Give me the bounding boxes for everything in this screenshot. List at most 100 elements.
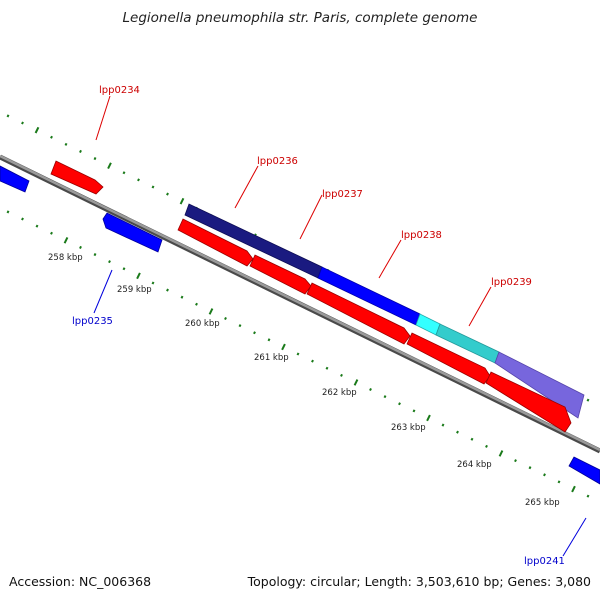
ruler-dot (21, 121, 24, 125)
ruler-dot (441, 423, 445, 427)
tick-label-261: 261 kbp (254, 353, 289, 363)
gene-label-lpp0236: lpp0236 (257, 156, 298, 167)
ruler-tick (179, 197, 185, 205)
leader-lpp0237 (299, 194, 323, 240)
ruler-dot (195, 302, 198, 306)
accession-text: Accession: NC_006368 (9, 574, 151, 589)
ruler-dot (253, 331, 256, 335)
tick-label-259: 259 kbp (117, 285, 152, 295)
gene-arrow-lpp0237 (249, 254, 312, 295)
operon-band (184, 203, 585, 419)
ruler-dot (93, 157, 97, 161)
ruler-dot (470, 437, 474, 441)
tick-label-265: 265 kbp (525, 498, 560, 508)
leader-lpp0234 (95, 95, 111, 141)
ruler-dot (398, 402, 401, 406)
ruler-dot (50, 135, 53, 139)
tick-label-263: 263 kbp (391, 423, 426, 433)
ruler-dot (166, 192, 169, 196)
gene-arrow-lpp0238 (306, 282, 411, 345)
lower-dotted-ruler (6, 210, 590, 498)
gene-labels: lpp0234 lpp0235 lpp0236 lpp0237 lpp0238 … (72, 85, 565, 567)
ruler-dot (543, 473, 546, 477)
ruler-dot (456, 430, 459, 434)
gene-label-lpp0235: lpp0235 (72, 316, 113, 327)
ruler-dot (50, 231, 53, 235)
ruler-tick (107, 162, 112, 169)
ruler-dot (79, 245, 82, 249)
ruler-dot (122, 267, 126, 271)
tick-label-260: 260 kbp (185, 319, 220, 329)
gene-label-lpp0241: lpp0241 (524, 556, 565, 567)
ruler-dot (485, 444, 488, 448)
gene-label-lpp0239: lpp0239 (491, 277, 532, 288)
gene-label-lpp0238: lpp0238 (401, 230, 442, 241)
ruler-tick (63, 237, 69, 244)
ruler-dot (383, 395, 387, 399)
ruler-tick (498, 450, 504, 457)
genome-backbone (0, 154, 600, 454)
leader-lpp0241 (562, 517, 587, 557)
leader-lpp0239 (468, 286, 492, 327)
gene-label-lpp0237: lpp0237 (322, 189, 363, 200)
ruler-dot (267, 338, 271, 342)
gene-arrow-lpp0236 (177, 218, 254, 267)
map-title: Legionella pneumophila str. Paris, compl… (123, 10, 478, 26)
tick-label-258: 258 kbp (48, 253, 83, 263)
leader-lpp0236 (234, 165, 259, 209)
ruler-tick (571, 485, 576, 493)
gene-arrow-lpp0241 (568, 456, 600, 485)
gene-arrow-reverse (0, 165, 30, 193)
ruler-dot (296, 352, 300, 356)
ruler-dot (224, 316, 227, 321)
ruler-dot (514, 459, 517, 463)
ruler-dot (238, 324, 242, 328)
gene-arrow-lpp0234 (50, 160, 104, 195)
gene-arrow-lpp0235 (102, 212, 163, 253)
ruler-dot (151, 185, 155, 189)
operon-segment (415, 313, 441, 336)
ruler-dot (93, 253, 97, 257)
ruler-dot (325, 366, 329, 370)
ruler-dot (586, 398, 590, 402)
tick-labels: 258 kbp 259 kbp 260 kbp 261 kbp 262 kbp … (48, 253, 560, 508)
ruler-dot (166, 288, 169, 292)
ruler-dot (557, 480, 561, 484)
ruler-dot (528, 466, 532, 470)
leader-lpp0235 (93, 269, 113, 314)
gene-arrow-lpp0239 (406, 332, 491, 385)
ruler-tick (208, 308, 214, 315)
ruler-tick (136, 272, 141, 280)
gene-label-leaders (93, 95, 587, 557)
gene-label-lpp0234: lpp0234 (99, 85, 140, 96)
ruler-dot (6, 210, 10, 214)
ruler-tick (34, 126, 40, 134)
ruler-dot (64, 142, 68, 146)
genome-summary-text: Topology: circular; Length: 3,503,610 bp… (247, 574, 591, 589)
ruler-dot (311, 359, 314, 363)
gene-arrow-forward (485, 371, 572, 433)
ruler-dot (151, 281, 155, 285)
ruler-dot (586, 494, 590, 498)
ruler-dot (180, 295, 184, 299)
tick-label-264: 264 kbp (457, 460, 492, 470)
ruler-dot (79, 149, 82, 153)
ruler-dot (6, 114, 10, 118)
ruler-dot (122, 171, 126, 175)
ruler-tick (281, 343, 286, 351)
ruler-tick (426, 414, 431, 422)
ruler-tick (353, 379, 359, 386)
ruler-dot (340, 373, 343, 377)
ruler-dot (108, 260, 111, 264)
reverse-strand-genes (0, 165, 600, 485)
ruler-dot (21, 217, 24, 221)
leader-lpp0238 (378, 239, 402, 279)
tick-label-262: 262 kbp (322, 388, 357, 398)
forward-strand-genes (50, 160, 572, 433)
ruler-dot (369, 388, 372, 392)
ruler-dot (137, 178, 140, 182)
ruler-dot (412, 409, 416, 413)
ruler-dot (35, 224, 39, 228)
